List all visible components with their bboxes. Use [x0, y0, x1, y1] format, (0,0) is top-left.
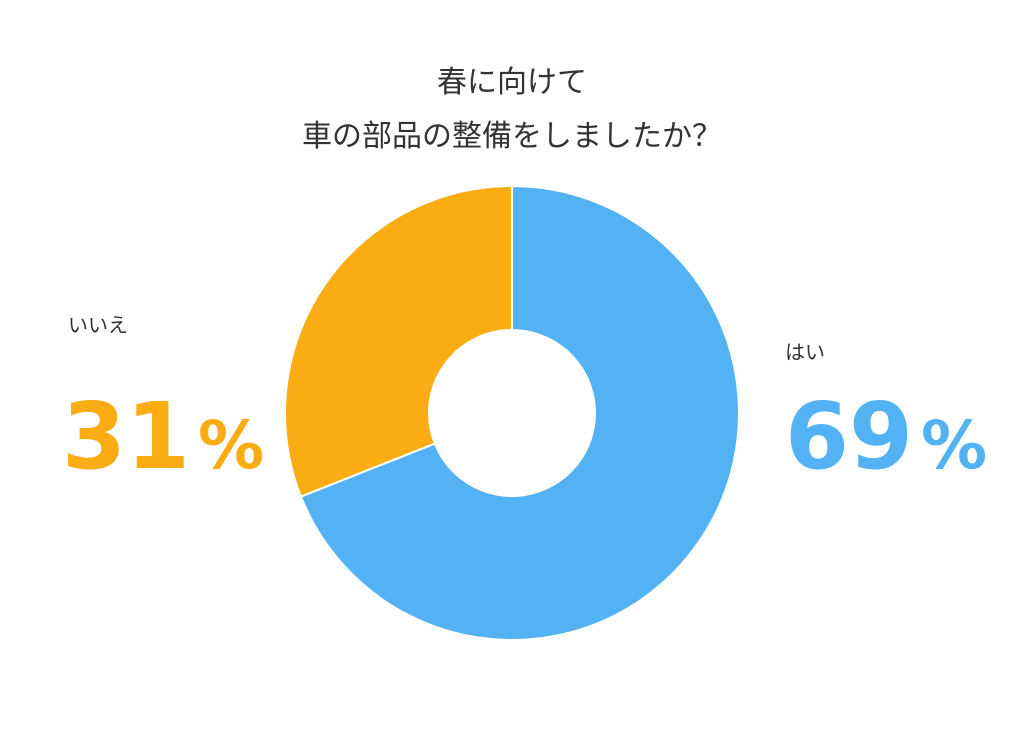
value-label: 31%	[62, 383, 264, 490]
value-label: 69%	[785, 383, 987, 490]
category-label: いいえ	[68, 313, 128, 337]
donut-slice	[284, 184, 513, 498]
category-label: はい	[785, 340, 825, 364]
chart-title: 春に向けて	[437, 65, 587, 100]
donut-slice	[299, 184, 740, 641]
chart-title: 車の部品の整備をしましたか？	[302, 119, 722, 154]
